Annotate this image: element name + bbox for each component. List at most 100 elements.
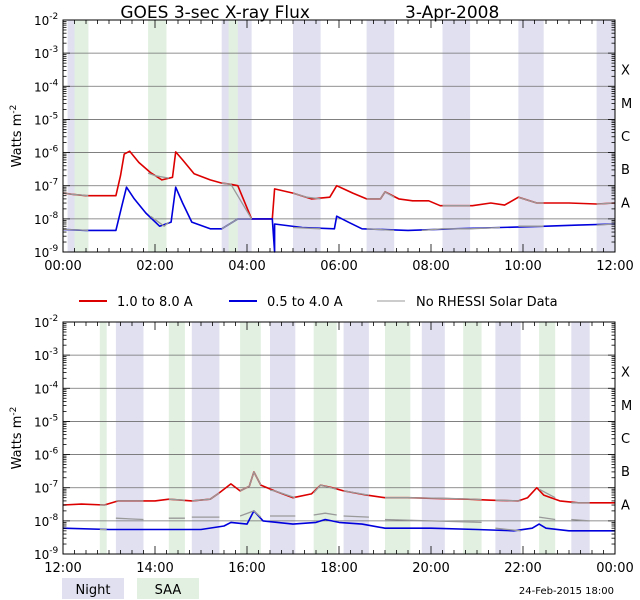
series-no-rhessi-segment: [343, 515, 369, 518]
series-no-rhessi-segment: [62, 228, 89, 232]
flare-class-label: X: [621, 64, 630, 79]
legend-item-red: 1.0 to 8.0 A: [79, 295, 193, 310]
series-no-rhessi-segment: [495, 527, 521, 532]
y-tick-label: 10-3: [34, 45, 58, 61]
legend-item-blue: 0.5 to 4.0 A: [229, 295, 343, 310]
bottom-panel-ticks: [62, 321, 616, 555]
y-tick-label: 10-8: [34, 513, 59, 529]
chart-date: 3-Apr-2008: [405, 3, 499, 23]
night-band: [421, 322, 445, 554]
saa-band: [228, 20, 238, 252]
y-tick-label: 10-5: [34, 413, 58, 429]
flare-class-label: B: [621, 163, 630, 178]
y-tick-label: 10-9: [34, 546, 59, 562]
chart-title: GOES 3-sec X-ray Flux: [120, 3, 310, 23]
series-no-rhessi-segment: [539, 516, 556, 521]
flare-class-label: M: [621, 97, 632, 112]
night-swatch: [62, 578, 124, 599]
y-tick-label: 10-5: [34, 111, 58, 127]
x-tick-label: 08:00: [412, 259, 449, 274]
x-tick-label: 06:00: [320, 259, 357, 274]
bottom-flare-class-labels: A B C M X: [621, 366, 632, 514]
x-tick-label: 00:00: [596, 561, 633, 576]
top-y-tick-labels: 10-9 10-8 10-7 10-6 10-5 10-4 10-3 10-2: [34, 12, 59, 260]
series-no-rhessi-segment: [62, 192, 89, 197]
y-tick-label: 10-2: [34, 314, 58, 330]
x-tick-label: 02:00: [136, 259, 173, 274]
series-line: [62, 471, 615, 506]
flare-class-label: C: [621, 432, 630, 447]
series-no-rhessi-segment: [538, 488, 556, 499]
night-band: [293, 20, 321, 252]
y-tick-label: 10-7: [34, 178, 58, 194]
night-band: [343, 322, 369, 554]
x-tick-label: 20:00: [412, 561, 449, 576]
night-band: [518, 20, 544, 252]
series-no-rhessi-segment: [343, 490, 370, 496]
series-no-rhessi-segment: [147, 172, 169, 179]
top-y-axis-label: Watts m-2: [9, 105, 25, 168]
series-no-rhessi-segment: [421, 226, 501, 232]
legend: 1.0 to 8.0 A 0.5 to 4.0 A No RHESSI Sola…: [79, 295, 558, 310]
flare-class-label: X: [621, 366, 630, 381]
series-no-rhessi-segment: [571, 518, 590, 522]
saa-band: [313, 322, 337, 554]
night-band: [115, 322, 144, 554]
series-no-rhessi-segment: [292, 226, 321, 230]
series-no-rhessi-segment: [384, 518, 482, 524]
legend-label-blue: 0.5 to 4.0 A: [267, 295, 343, 310]
saa-band: [385, 322, 411, 554]
series-no-rhessi-segment: [168, 498, 185, 501]
bottom-panel-series: [62, 471, 615, 532]
y-tick-label: 10-2: [34, 12, 58, 28]
series-no-rhessi-segment: [313, 512, 337, 516]
top-flare-class-labels: A B C M X: [621, 64, 632, 212]
saa-band: [74, 20, 89, 252]
y-tick-label: 10-7: [34, 480, 58, 496]
series-no-rhessi-segment: [313, 484, 337, 494]
flare-class-label: A: [621, 196, 630, 211]
night-band: [596, 20, 615, 252]
y-tick-label: 10-6: [34, 145, 59, 161]
bottom-panel: 10-9 10-8 10-7 10-6 10-5 10-4 10-3 10-2 12:00 14…: [9, 314, 634, 576]
y-tick-label: 10-4: [34, 380, 59, 396]
y-tick-label: 10-8: [34, 211, 59, 227]
bottom-panel-grid: [63, 354, 615, 522]
series-no-rhessi-segment: [495, 499, 521, 502]
series-no-rhessi-segment: [221, 182, 253, 220]
series-no-rhessi-segment: [150, 215, 170, 227]
night-band: [366, 20, 395, 252]
legend-label-red: 1.0 to 8.0 A: [117, 295, 193, 310]
night-band: [495, 322, 521, 554]
legend-item-gray: No RHESSI Solar Data: [377, 295, 558, 310]
flare-class-label: B: [621, 465, 630, 480]
night-band: [191, 322, 220, 554]
series-line: [62, 150, 616, 220]
generated-timestamp: 24-Feb-2015 18:00: [519, 586, 614, 597]
saa-band: [463, 322, 482, 554]
top-panel: 10-9 10-8 10-7 10-6 10-5 10-4 10-3 10-2 00:00 02…: [9, 12, 634, 274]
series-no-rhessi-segment: [115, 517, 144, 521]
saa-band: [99, 322, 107, 554]
top-panel-grid: [63, 52, 615, 220]
night-band: [270, 322, 296, 554]
flare-class-label: M: [621, 399, 632, 414]
x-tick-label: 22:00: [504, 561, 541, 576]
series-no-rhessi-segment: [292, 192, 321, 200]
top-panel-ticks: [62, 19, 616, 253]
bottom-y-tick-labels: 10-9 10-8 10-7 10-6 10-5 10-4 10-3 10-2: [34, 314, 59, 562]
y-tick-label: 10-3: [34, 347, 58, 363]
x-tick-label: 10:00: [504, 259, 541, 274]
y-tick-label: 10-6: [34, 447, 59, 463]
series-no-rhessi-segment: [366, 228, 395, 232]
bottom-x-tick-labels: 12:00 14:00 16:00 18:00 20:00 22:00 00:00: [44, 561, 633, 576]
y-tick-label: 10-9: [34, 244, 59, 260]
series-no-rhessi-segment: [191, 492, 220, 502]
series-no-rhessi-segment: [269, 489, 296, 499]
x-tick-label: 16:00: [228, 561, 265, 576]
saa-band: [240, 322, 261, 554]
series-no-rhessi-segment: [239, 471, 262, 492]
saa-swatch: [137, 578, 199, 599]
flare-class-label: C: [621, 130, 630, 145]
